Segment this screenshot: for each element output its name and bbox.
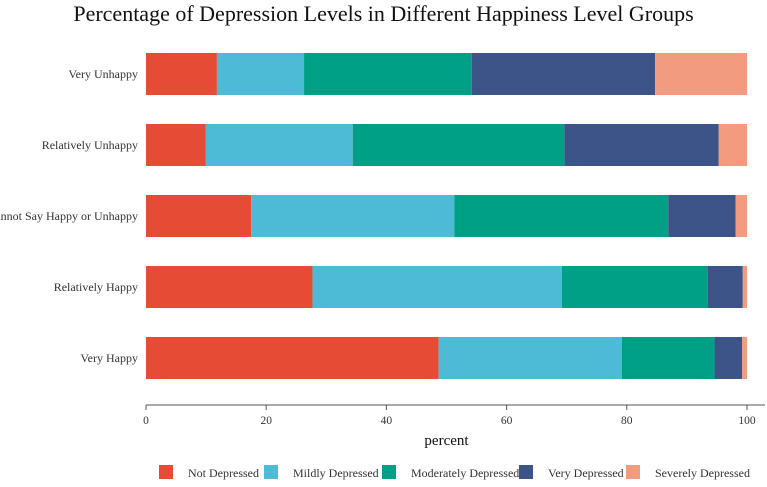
bar-very-happy-moderately-depressed <box>621 337 715 379</box>
bar-very-happy-very-depressed <box>714 337 743 379</box>
legend-swatch-very-depressed <box>519 465 533 479</box>
bar-relatively-unhappy-moderately-depressed <box>352 124 565 166</box>
bar-cannot-say-happy-or-unhappy-mildly-depressed <box>251 195 455 237</box>
category-label-very-unhappy: Very Unhappy <box>68 67 138 81</box>
x-tick-label-40: 40 <box>381 415 393 427</box>
legend-label-very-depressed: Very Depressed <box>548 466 624 480</box>
bar-very-unhappy-moderately-depressed <box>304 53 472 95</box>
x-tick-label-20: 20 <box>260 415 272 427</box>
category-label-relatively-unhappy: Relatively Unhappy <box>42 138 138 152</box>
x-tick-label-0: 0 <box>143 415 149 427</box>
x-tick-label-100: 100 <box>738 415 756 427</box>
legend-label-moderately-depressed: Moderately Depressed <box>411 466 519 480</box>
bar-relatively-unhappy-not-depressed <box>146 124 206 166</box>
bar-very-happy-not-depressed <box>146 337 439 379</box>
bar-cannot-say-happy-or-unhappy-not-depressed <box>146 195 252 237</box>
bar-relatively-unhappy-very-depressed <box>564 124 719 166</box>
bar-very-unhappy-mildly-depressed <box>216 53 305 95</box>
bar-relatively-happy-moderately-depressed <box>561 266 708 308</box>
bar-very-unhappy-not-depressed <box>146 53 217 95</box>
bar-cannot-say-happy-or-unhappy-severely-depressed <box>735 195 747 237</box>
bar-relatively-happy-severely-depressed <box>742 266 747 308</box>
bar-very-happy-mildly-depressed <box>438 337 622 379</box>
x-tick-label-80: 80 <box>621 415 633 427</box>
bar-relatively-unhappy-severely-depressed <box>718 124 747 166</box>
bar-relatively-unhappy-mildly-depressed <box>205 124 353 166</box>
category-label-relatively-happy: Relatively Happy <box>54 280 138 294</box>
legend-label-not-depressed: Not Depressed <box>188 466 259 480</box>
bar-relatively-happy-mildly-depressed <box>312 266 562 308</box>
x-axis-title: percent <box>424 433 469 449</box>
bar-very-unhappy-severely-depressed <box>655 53 747 95</box>
category-label-very-happy: Very Happy <box>80 351 138 365</box>
bar-very-happy-severely-depressed <box>742 337 747 379</box>
legend-swatch-mildly-depressed <box>264 465 278 479</box>
bar-very-unhappy-very-depressed <box>471 53 656 95</box>
legend-swatch-moderately-depressed <box>382 465 396 479</box>
bar-cannot-say-happy-or-unhappy-moderately-depressed <box>454 195 669 237</box>
x-tick-label-60: 60 <box>501 415 513 427</box>
bar-relatively-happy-very-depressed <box>707 266 743 308</box>
bar-relatively-happy-not-depressed <box>146 266 313 308</box>
legend-label-mildly-depressed: Mildly Depressed <box>293 466 379 480</box>
legend-swatch-severely-depressed <box>626 465 640 479</box>
category-label-cannot-say-happy-or-unhappy: Cannot Say Happy or Unhappy <box>0 209 138 223</box>
bar-cannot-say-happy-or-unhappy-very-depressed <box>668 195 736 237</box>
legend-label-severely-depressed: Severely Depressed <box>655 466 750 480</box>
chart-title: Percentage of Depression Levels in Diffe… <box>73 1 694 26</box>
legend-swatch-not-depressed <box>159 465 173 479</box>
